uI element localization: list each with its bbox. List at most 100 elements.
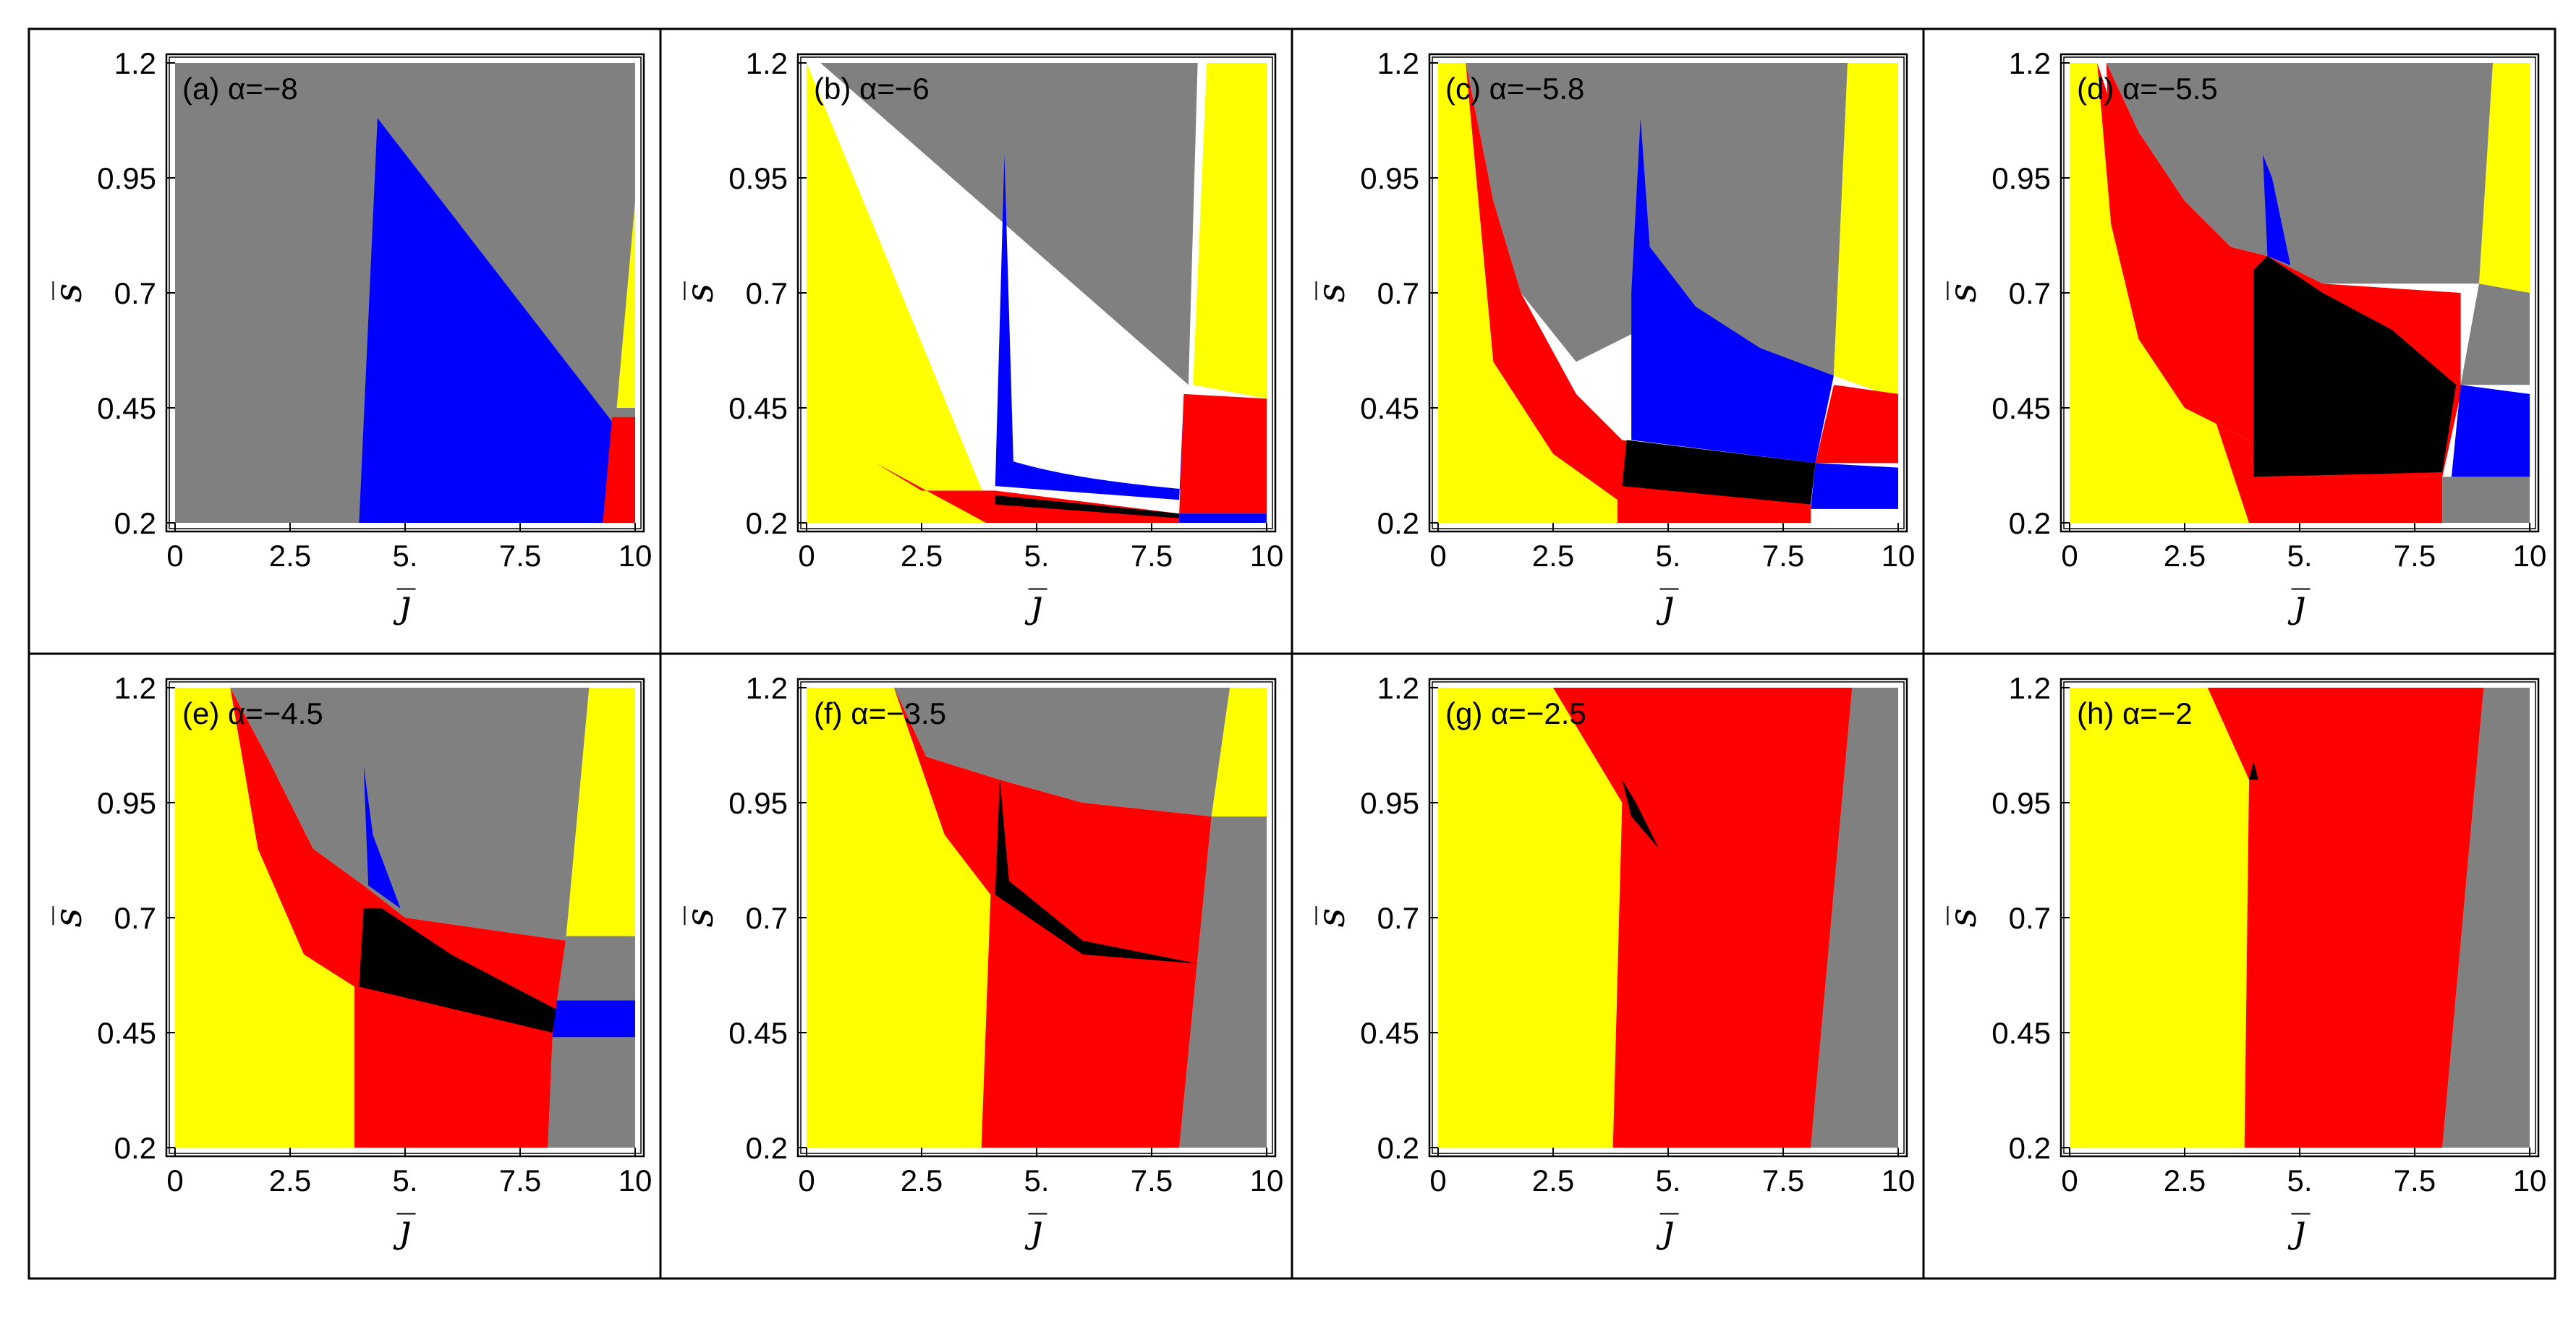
x-tick-label: 0	[166, 1164, 183, 1198]
x-tick-label: 2.5	[901, 539, 943, 573]
y-tick-label: 1.2	[2009, 46, 2051, 80]
y-tick-label: 0.95	[1991, 161, 2051, 195]
y-tick-label: 0.7	[1377, 276, 1419, 310]
region-black	[995, 780, 1198, 964]
region-black	[1622, 780, 1659, 849]
region-gray	[893, 688, 1230, 817]
region-gray	[2442, 688, 2530, 1148]
y-tick-label: 0.7	[2009, 901, 2051, 935]
y-tick-label: 1.2	[746, 671, 788, 705]
y-axis-label: s̅	[1942, 906, 1985, 927]
region-gray	[1179, 816, 1267, 1148]
x-tick-label: 10	[1250, 539, 1284, 573]
y-tick-label: 1.2	[2009, 671, 2051, 705]
x-tick-label: 0	[166, 539, 183, 573]
x-tick-label: 7.5	[1762, 1164, 1804, 1198]
panel-g: 0 2.5 5. 7.5 100.20.450.70.951.2j̅s̅(g) α=−2…	[1291, 652, 1925, 1280]
panel-h: 0 2.5 5. 7.5 100.20.450.70.951.2j̅s̅(h) α=−2	[1922, 652, 2556, 1280]
region-yellow	[1833, 63, 1898, 399]
x-tick-label: 2.5	[901, 1164, 943, 1198]
region-map	[2070, 63, 2530, 523]
y-tick-label: 0.7	[746, 276, 788, 310]
region-blue	[2263, 155, 2291, 265]
y-axis-label: s̅	[1310, 906, 1353, 927]
y-tick-label: 1.2	[114, 46, 156, 80]
x-tick-label: 7.5	[2394, 1164, 2436, 1198]
y-axis-label: s̅	[1310, 281, 1353, 302]
region-map	[175, 63, 635, 523]
x-tick-label: 10	[1882, 1164, 1916, 1198]
y-tick-label: 0.45	[1360, 1016, 1419, 1050]
region-gray	[834, 63, 1198, 376]
y-axis-label: s̅	[47, 906, 90, 927]
region-red	[1815, 385, 1898, 464]
region-yellow	[1193, 63, 1267, 399]
region-yellow	[1438, 688, 1623, 1148]
region-yellow	[1211, 688, 1267, 817]
x-tick-label: 2.5	[269, 1164, 311, 1198]
region-black	[359, 908, 557, 1033]
region-black	[995, 495, 1180, 518]
x-tick-label: 5.	[1024, 539, 1049, 573]
y-tick-label: 0.45	[1991, 391, 2051, 425]
region-black	[1622, 440, 1816, 505]
region-yellow	[807, 63, 987, 523]
y-axis-label: s̅	[679, 281, 722, 302]
region-gray	[1466, 63, 1848, 376]
region-yellow	[2070, 688, 2250, 1148]
y-tick-label: 0.7	[1377, 901, 1419, 935]
x-tick-label: 5.	[392, 539, 417, 573]
region-map	[807, 63, 1267, 523]
x-tick-label: 2.5	[2164, 1164, 2206, 1198]
x-tick-label: 7.5	[499, 539, 541, 573]
y-tick-label: 0.7	[114, 901, 156, 935]
region-gray	[2460, 283, 2530, 385]
panel-border	[1922, 652, 2556, 1280]
y-tick-label: 0.95	[97, 786, 156, 820]
y-tick-label: 0.2	[114, 506, 156, 540]
y-tick-label: 0.2	[1377, 1131, 1419, 1165]
region-red	[230, 688, 566, 1148]
y-tick-label: 0.45	[728, 391, 788, 425]
panel-title: (h) α=−2	[2077, 696, 2193, 730]
y-tick-label: 0.2	[1377, 506, 1419, 540]
y-tick-label: 1.2	[1377, 671, 1419, 705]
region-map	[807, 688, 1267, 1148]
region-gray	[556, 936, 635, 1001]
y-tick-label: 0.45	[1360, 391, 1419, 425]
y-tick-label: 0.95	[97, 161, 156, 195]
region-yellow	[1438, 63, 1618, 523]
y-tick-label: 0.7	[746, 901, 788, 935]
y-tick-label: 0.7	[114, 276, 156, 310]
region-blue	[363, 766, 401, 909]
y-tick-label: 1.2	[746, 46, 788, 80]
y-tick-label: 0.45	[728, 1016, 788, 1050]
panels: 0 2.5 5. 7.5 100.20.450.70.951.2j̅s̅(a) α=−8…	[27, 27, 2556, 1280]
region-blue	[995, 155, 1184, 500]
panel-title: (a) α=−8	[182, 72, 298, 106]
panel-title: (g) α=−2.5	[1445, 696, 1586, 730]
x-tick-label: 5.	[2287, 539, 2312, 573]
y-tick-label: 0.2	[2009, 1131, 2051, 1165]
x-tick-label: 10	[1250, 1164, 1284, 1198]
y-tick-label: 0.45	[97, 1016, 156, 1050]
y-axis-label: s̅	[1942, 281, 1985, 302]
region-blue	[552, 1000, 635, 1038]
y-tick-label: 0.95	[1360, 786, 1419, 820]
x-tick-label: 7.5	[1131, 539, 1173, 573]
y-axis-label: s̅	[47, 281, 90, 302]
y-tick-label: 0.45	[97, 391, 156, 425]
region-gray	[2442, 477, 2530, 523]
x-tick-label: 7.5	[2394, 539, 2436, 573]
x-tick-label: 2.5	[269, 539, 311, 573]
panel-f: 0 2.5 5. 7.5 100.20.450.70.951.2j̅s̅(f) α=−3…	[659, 652, 1293, 1280]
region-red	[2207, 688, 2484, 1148]
region-gray	[2106, 63, 2494, 284]
region-map	[2070, 688, 2530, 1148]
x-tick-label: 2.5	[1532, 1164, 1574, 1198]
region-yellow	[175, 688, 355, 1148]
region-yellow	[807, 688, 991, 1148]
y-tick-label: 1.2	[1377, 46, 1419, 80]
region-gray	[230, 688, 590, 941]
region-yellow	[2070, 63, 2250, 523]
